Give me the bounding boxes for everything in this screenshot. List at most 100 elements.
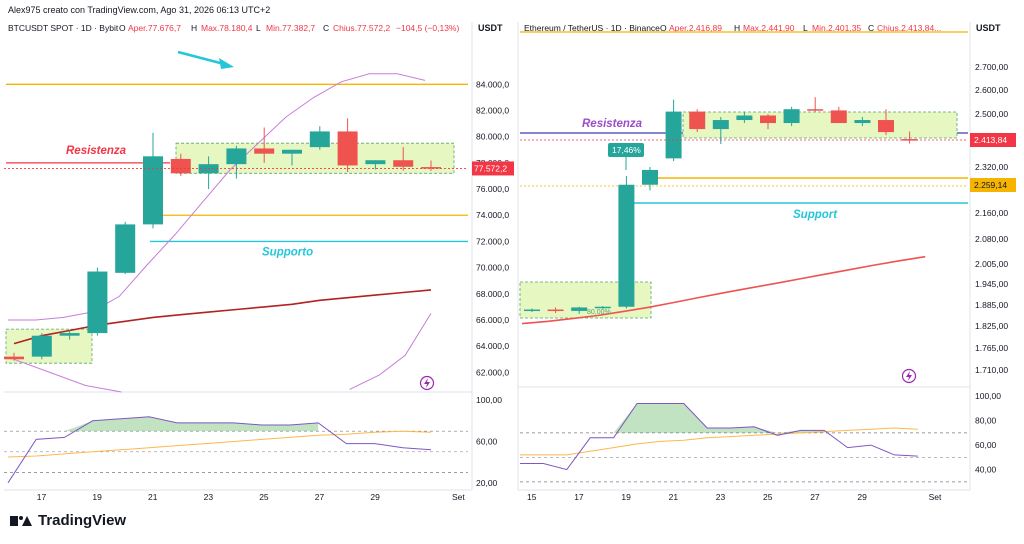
eth-close: Chius.2.413,84...	[877, 23, 941, 33]
eth-candle	[783, 109, 800, 124]
eth-candle	[594, 306, 611, 309]
btc-high: Max.78.180,4	[201, 23, 253, 33]
btc-osc-signal-line	[7, 430, 432, 458]
btc-currency: USDT	[478, 23, 503, 33]
btc-open-label: O	[119, 23, 126, 33]
btc-candle	[365, 160, 386, 165]
btc-y-tick: 72.000,0	[476, 236, 509, 246]
btc-arrowhead-icon	[219, 58, 234, 69]
eth-open: Aper.2.416,89	[669, 23, 722, 33]
eth-pct-badge	[608, 143, 644, 157]
eth-low: Min.2.401,35	[812, 23, 861, 33]
eth-ohlc-line: Ethereum / TetherUS · 1D · Binance O Ape…	[524, 23, 941, 33]
eth-y-tick: 1.765,00	[975, 343, 1008, 353]
eth-candle	[642, 169, 658, 185]
eth-price-tag-text: 2.413,84	[974, 135, 1007, 145]
btc-candle	[254, 148, 275, 154]
eth-candle	[807, 109, 824, 111]
btc-open: Aper.77.676,7	[128, 23, 181, 33]
eth-y-tick: 2.005,00	[975, 259, 1008, 269]
eth-x-tick: 19	[621, 492, 631, 502]
eth-lightning-icon	[906, 371, 912, 381]
eth-y-tick: 2.160,00	[975, 208, 1008, 218]
tradingview-brand: TradingView	[10, 512, 126, 529]
btc-y-tick: 74.000,0	[476, 210, 509, 220]
eth-candle	[524, 309, 540, 312]
eth-y-tick: 2.080,00	[975, 234, 1008, 244]
eth-candle	[712, 120, 729, 130]
eth-title: Ethereum / TetherUS · 1D · Binance	[524, 23, 660, 33]
btc-y-tick: 68.000,0	[476, 289, 509, 299]
eth-osc-tick: 80,00	[975, 416, 997, 426]
btc-ma-line	[13, 289, 432, 345]
eth-y-tick: 2.320,00	[975, 162, 1008, 172]
eth-candle	[618, 184, 635, 307]
eth-open-label: O	[660, 23, 667, 33]
eth-x-tick: 17	[574, 492, 584, 502]
eth-x-tick: 27	[810, 492, 820, 502]
btc-title: BTCUSDT SPOT · 1D · Bybit	[8, 23, 119, 33]
eth-candle	[830, 110, 847, 124]
eth-ma-line	[521, 255, 926, 325]
eth-pct-badge-text: 17,46%	[612, 145, 641, 155]
eth-support-label: Support	[793, 209, 838, 221]
btc-box-right	[175, 142, 455, 174]
btc-x-tick: 21	[148, 492, 158, 502]
eth-y-tick: 2.500,00	[975, 109, 1008, 119]
eth-price-tag-2-text: 2.259,14	[974, 180, 1007, 190]
btc-lightning-icon	[424, 378, 430, 388]
btc-price-tag-text: 77.572,2	[474, 163, 507, 173]
btc-low-label: L	[256, 23, 261, 33]
btc-osc-tick: 20,00	[476, 478, 498, 488]
creator-line: Alex975 creato con TradingView.com, Ago …	[8, 5, 270, 15]
btc-candle	[282, 149, 302, 154]
eth-y-tick: 1.945,00	[975, 279, 1008, 289]
eth-candle	[547, 309, 564, 312]
tradingview-logo-icon	[10, 514, 32, 528]
eth-osc-signal-line	[520, 427, 918, 456]
btc-candle	[170, 158, 191, 174]
btc-y-tick: 66.000,0	[476, 315, 509, 325]
eth-x-tick: 25	[763, 492, 773, 502]
btc-candle	[337, 131, 358, 166]
btc-low: Min.77.382,7	[266, 23, 315, 33]
btc-price-tag	[472, 161, 514, 176]
btc-bollinger-lower-left	[13, 358, 122, 393]
btc-resistance-label: Resistenza	[66, 145, 127, 157]
eth-osc-tick: 60,00	[975, 440, 997, 450]
btc-arrow-icon	[177, 50, 225, 66]
eth-candle	[665, 111, 682, 159]
btc-candle	[59, 333, 80, 336]
btc-candle	[87, 271, 108, 334]
btc-osc-tick: 100,00	[476, 395, 502, 405]
eth-price-tag	[970, 133, 1016, 147]
eth-osc-overbought-fill	[613, 403, 825, 433]
eth-x-tick: 23	[716, 492, 726, 502]
btc-candle	[226, 148, 247, 165]
btc-bollinger-upper	[8, 73, 426, 321]
btc-x-tick: 23	[204, 492, 214, 502]
eth-y-tick: 1.710,00	[975, 365, 1008, 375]
eth-high-label: H	[734, 23, 740, 33]
eth-x-tick: 15	[527, 492, 537, 502]
btc-x-tick: 19	[92, 492, 102, 502]
btc-candle	[309, 131, 330, 148]
eth-close-label: C	[868, 23, 874, 33]
btc-y-tick: 76.000,0	[476, 184, 509, 194]
btc-osc-rsi-line	[7, 416, 432, 484]
btc-candle	[4, 356, 24, 360]
btc-osc-overbought-fill	[64, 416, 319, 432]
btc-change: −104,5 (−0,13%)	[396, 23, 459, 33]
eth-price-tag-2	[970, 178, 1016, 192]
btc-close-label: C	[323, 23, 329, 33]
eth-candle	[760, 115, 776, 124]
eth-high: Max.2.441,90	[743, 23, 795, 33]
btc-candle	[31, 335, 52, 357]
btc-candle	[421, 167, 441, 169]
btc-alert-icon	[419, 375, 435, 391]
eth-pct-small: 80,00%	[587, 309, 611, 316]
eth-osc-tick: 100,00	[975, 391, 1001, 401]
btc-x-tick: 25	[259, 492, 269, 502]
eth-candle	[878, 120, 894, 133]
